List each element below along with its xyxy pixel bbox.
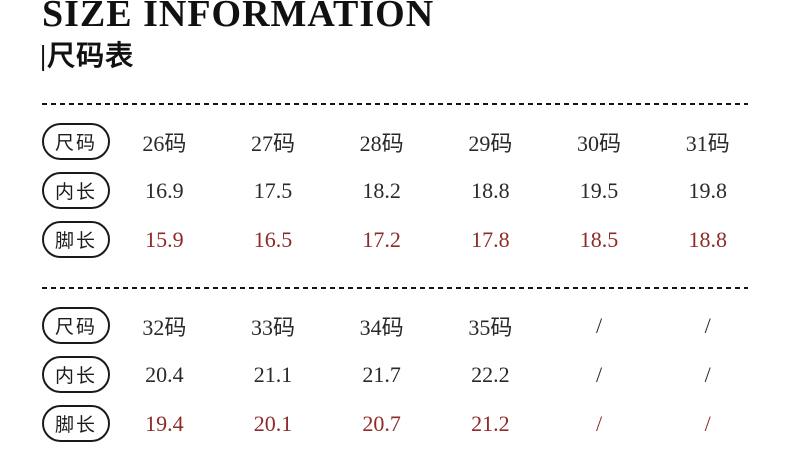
value-cell: 33码 xyxy=(251,314,296,340)
row-label-pill: 内长 xyxy=(42,356,110,393)
table-row-foot-length: 脚长 15.9 16.5 17.2 17.8 18.5 18.8 xyxy=(0,215,790,264)
table-row-inner-length: 内长 16.9 17.5 18.2 18.8 19.5 19.8 xyxy=(0,166,790,215)
row-label-pill: 脚长 xyxy=(42,405,110,442)
value-cell: 22.2 xyxy=(471,361,510,387)
table-row-foot-length: 脚长 19.4 20.1 20.7 21.2 / / xyxy=(0,399,790,448)
value-cell: 19.5 xyxy=(579,177,619,203)
value-cell: 26码 xyxy=(142,130,187,156)
value-cell: 15.9 xyxy=(145,226,184,252)
row-label: 脚长 xyxy=(54,231,97,252)
value-cell: 18.8 xyxy=(688,226,727,252)
value-cell: 28码 xyxy=(359,130,404,156)
value-cell: 17.2 xyxy=(362,226,401,252)
row-label: 内长 xyxy=(54,366,97,387)
row-label-pill: 脚长 xyxy=(42,221,110,258)
value-cell: 21.7 xyxy=(362,361,401,387)
value-cell: / xyxy=(595,312,603,338)
row-label: 内长 xyxy=(54,182,97,203)
table-row-size: 尺码 32码 33码 34码 35码 / / xyxy=(0,301,790,350)
value-cell: / xyxy=(704,312,711,338)
row-label: 脚长 xyxy=(54,415,97,436)
value-cell: 17.8 xyxy=(471,226,510,252)
value-cell: / xyxy=(704,361,711,387)
table-row-size: 尺码 26码 27码 28码 29码 30码 31码 xyxy=(0,117,790,166)
value-cell: 16.9 xyxy=(145,177,184,203)
value-cell: 34码 xyxy=(359,314,404,340)
value-cell: 31码 xyxy=(685,130,730,156)
value-cell: 20.7 xyxy=(362,410,401,436)
value-cell: 20.1 xyxy=(253,410,293,436)
value-cell: 18.2 xyxy=(362,177,401,203)
value-cell: 18.8 xyxy=(471,177,510,203)
table-row-inner-length: 内长 20.4 21.1 21.7 22.2 / / xyxy=(0,350,790,399)
value-cell: / xyxy=(595,410,603,436)
value-cell: / xyxy=(595,361,603,387)
row-label-pill: 内长 xyxy=(42,172,110,209)
value-cell: 21.2 xyxy=(471,410,510,436)
row-label-pill: 尺码 xyxy=(42,307,110,344)
value-cell: 21.1 xyxy=(253,361,293,387)
value-cell: 18.5 xyxy=(579,226,619,252)
value-cell: 35码 xyxy=(468,314,513,340)
value-cell: 29码 xyxy=(468,130,513,156)
value-cell: 16.5 xyxy=(253,226,293,252)
value-cell: 30码 xyxy=(577,130,622,156)
dashed-divider xyxy=(42,287,748,289)
row-label: 尺码 xyxy=(54,317,97,338)
size-table-large: 尺码 32码 33码 34码 35码 / / 内长 20.4 21.1 21.7… xyxy=(0,301,790,448)
value-cell: 17.5 xyxy=(253,177,293,203)
value-cell: 19.4 xyxy=(145,410,184,436)
row-label: 尺码 xyxy=(54,133,97,154)
value-cell: 19.8 xyxy=(688,177,727,203)
value-cell: 32码 xyxy=(142,314,187,340)
value-cell: 27码 xyxy=(251,130,296,156)
page-title: SIZE INFORMATION xyxy=(42,0,435,35)
page-subtitle: |尺码表 xyxy=(40,41,135,72)
row-label-pill: 尺码 xyxy=(42,123,110,160)
value-cell: 20.4 xyxy=(145,361,184,387)
size-table-small: 尺码 26码 27码 28码 29码 30码 31码 内长 16.9 17.5 … xyxy=(0,117,790,264)
value-cell: / xyxy=(704,410,711,436)
dashed-divider xyxy=(42,103,748,105)
